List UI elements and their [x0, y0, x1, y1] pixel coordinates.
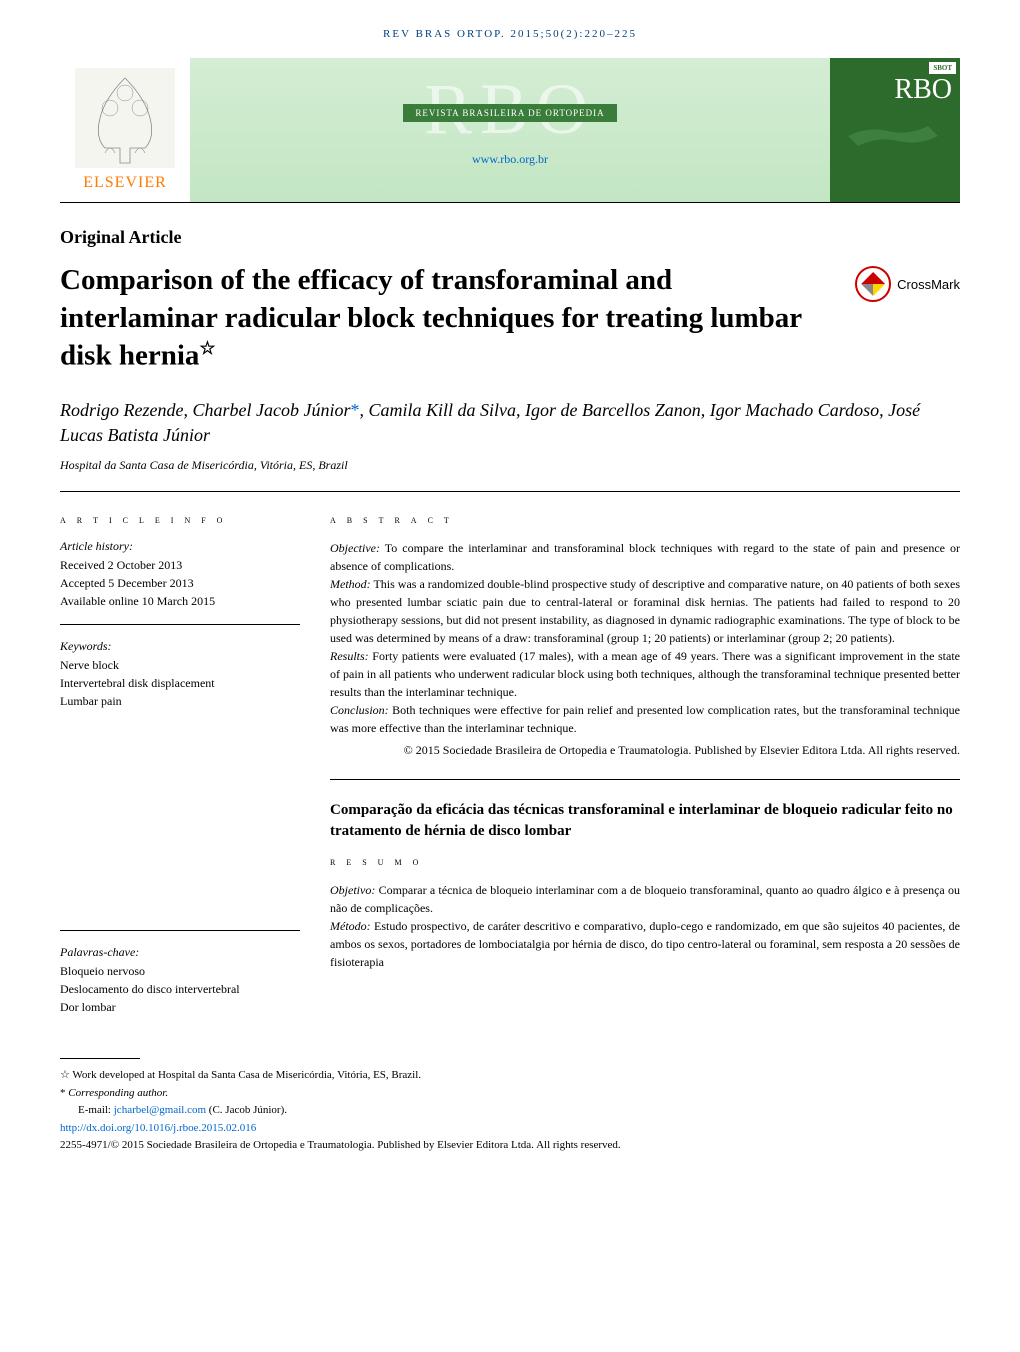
journal-cover-thumbnail: SBOT RBO: [830, 58, 960, 202]
title-footnote-marker: ☆: [199, 338, 215, 358]
palavra-item: Deslocamento do disco intervertebral: [60, 980, 300, 998]
journal-banner-center: RBO REVISTA BRASILEIRA DE ORTOPEDIA www.…: [190, 58, 830, 202]
cover-rbo-text: RBO: [838, 74, 952, 106]
elsevier-tree-icon: [75, 68, 175, 168]
article-title: Comparison of the efficacy of transforam…: [60, 262, 835, 376]
sbot-badge: SBOT: [929, 62, 956, 74]
palavras-chave-block: Palavras-chave: Bloqueio nervoso Desloca…: [60, 930, 300, 1030]
objective-text: To compare the interlaminar and transfor…: [330, 541, 960, 573]
method-label: Method:: [330, 577, 371, 591]
keywords-label: Keywords:: [60, 639, 300, 654]
work-footnote: ☆ Work developed at Hospital da Santa Ca…: [60, 1067, 960, 1085]
palavra-item: Dor lombar: [60, 998, 300, 1016]
resumo-body: Objetivo: Comparar a técnica de bloqueio…: [330, 881, 960, 971]
affiliation: Hospital da Santa Casa de Misericórdia, …: [60, 458, 960, 473]
elsevier-logo: ELSEVIER: [60, 58, 190, 202]
authors-list: Rodrigo Rezende, Charbel Jacob Júnior*, …: [60, 398, 960, 448]
resumo-heading: r e s u m o: [330, 854, 960, 869]
email-label: E-mail:: [78, 1104, 114, 1116]
footnote-divider: [60, 1058, 140, 1059]
crossmark-text: CrossMark: [897, 277, 960, 292]
journal-full-name: REVISTA BRASILEIRA DE ORTOPEDIA: [403, 104, 616, 122]
cover-map-icon: [838, 106, 948, 176]
author-first-part: Rodrigo Rezende, Charbel Jacob Júnior: [60, 400, 350, 420]
issn-copyright: 2255-4971/© 2015 Sociedade Brasileira de…: [60, 1137, 960, 1155]
journal-citation: REV BRAS ORTOP. 2015;50(2):220–225: [0, 0, 1020, 58]
history-label: Article history:: [60, 539, 300, 554]
doi-link[interactable]: http://dx.doi.org/10.1016/j.rboe.2015.02…: [60, 1122, 256, 1134]
keyword-item: Intervertebral disk displacement: [60, 674, 300, 692]
portuguese-title: Comparação da eficácia das técnicas tran…: [330, 779, 960, 842]
metodo-label: Método:: [330, 919, 371, 933]
crossmark-badge[interactable]: CrossMark: [855, 266, 960, 302]
palavra-item: Bloqueio nervoso: [60, 962, 300, 980]
article-type: Original Article: [60, 227, 960, 248]
copyright-notice: © 2015 Sociedade Brasileira de Ortopedia…: [330, 741, 960, 759]
objective-label: Objective:: [330, 541, 380, 555]
abstract-body: Objective: To compare the interlaminar a…: [330, 539, 960, 737]
received-date: Received 2 October 2013: [60, 556, 300, 574]
email-author-name: (C. Jacob Júnior).: [206, 1104, 287, 1116]
divider-top: [60, 491, 960, 492]
abstract-heading: a b s t r a c t: [330, 512, 960, 527]
elsevier-text: ELSEVIER: [83, 174, 167, 192]
results-label: Results:: [330, 649, 369, 663]
metodo-text: Estudo prospectivo, de caráter descritiv…: [330, 919, 960, 969]
title-text: Comparison of the efficacy of transforam…: [60, 264, 802, 372]
footnotes-block: ☆ Work developed at Hospital da Santa Ca…: [60, 1067, 960, 1165]
abstract-column: a b s t r a c t Objective: To compare th…: [330, 512, 960, 1044]
online-date: Available online 10 March 2015: [60, 592, 300, 610]
email-link[interactable]: jcharbel@gmail.com: [114, 1104, 206, 1116]
keywords-block: Keywords: Nerve block Intervertebral dis…: [60, 639, 300, 710]
corresponding-marker-foot: *: [60, 1087, 68, 1099]
results-text: Forty patients were evaluated (17 males)…: [330, 649, 960, 699]
objetivo-label: Objetivo:: [330, 883, 375, 897]
article-history-block: Article history: Received 2 October 2013…: [60, 539, 300, 625]
accepted-date: Accepted 5 December 2013: [60, 574, 300, 592]
journal-website-link[interactable]: www.rbo.org.br: [472, 152, 548, 167]
article-info-column: a r t i c l e i n f o Article history: R…: [60, 512, 300, 1044]
objetivo-text: Comparar a técnica de bloqueio interlami…: [330, 883, 960, 915]
conclusion-label: Conclusion:: [330, 703, 389, 717]
crossmark-icon: [855, 266, 891, 302]
palavras-label: Palavras-chave:: [60, 945, 300, 960]
method-text: This was a randomized double-blind prosp…: [330, 577, 960, 645]
corresponding-author-label: Corresponding author.: [68, 1087, 168, 1099]
header-banner: ELSEVIER RBO REVISTA BRASILEIRA DE ORTOP…: [60, 58, 960, 203]
keyword-item: Nerve block: [60, 656, 300, 674]
keyword-item: Lumbar pain: [60, 692, 300, 710]
conclusion-text: Both techniques were effective for pain …: [330, 703, 960, 735]
article-info-heading: a r t i c l e i n f o: [60, 512, 300, 527]
